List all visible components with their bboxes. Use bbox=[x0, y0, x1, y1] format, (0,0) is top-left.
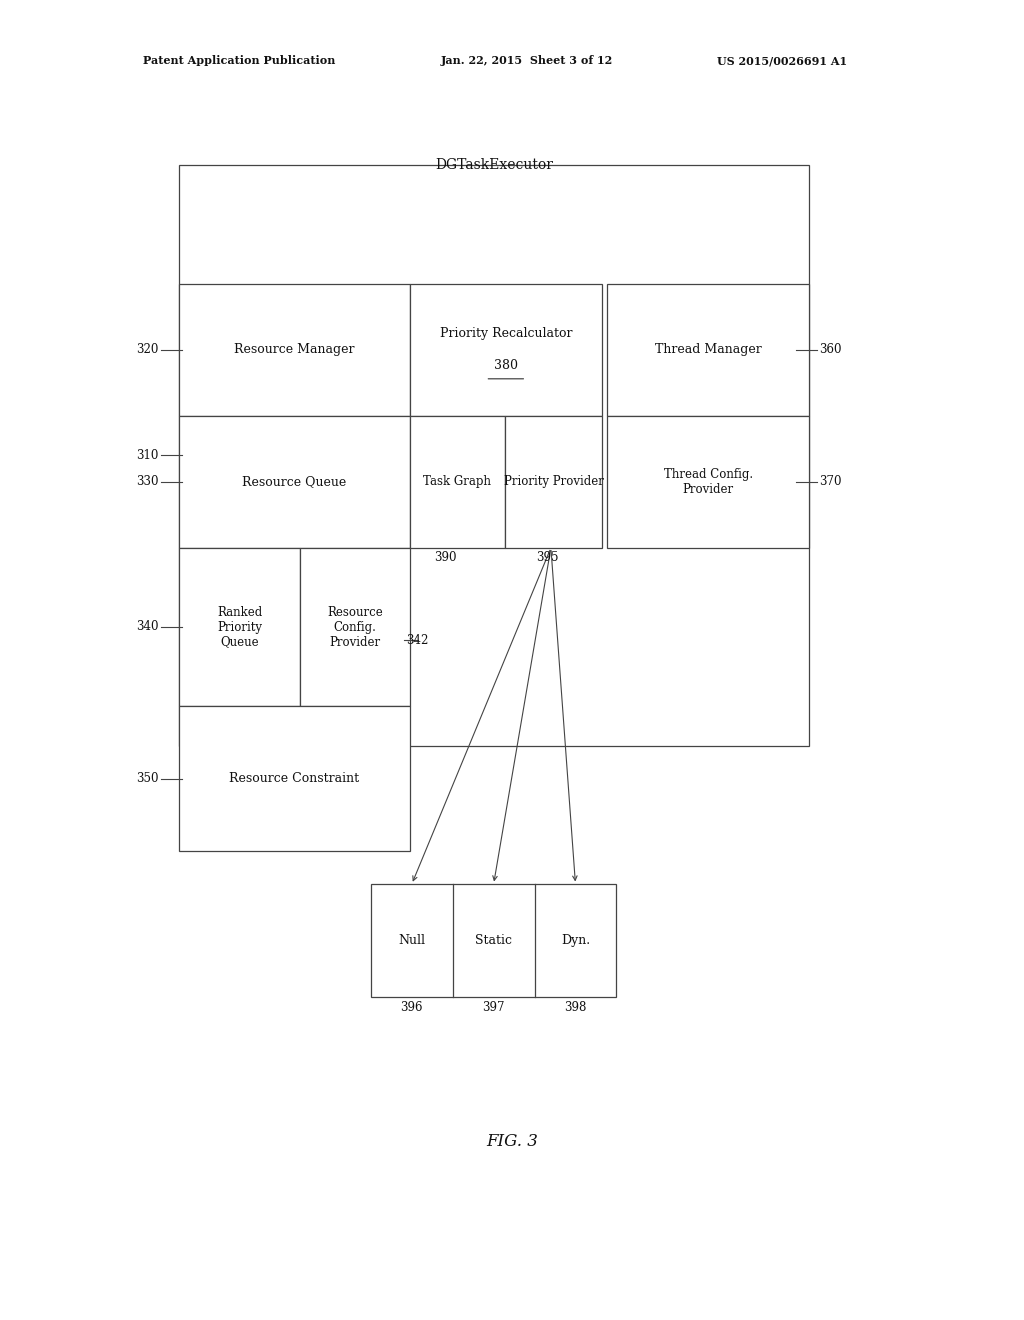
Text: Resource
Config.
Provider: Resource Config. Provider bbox=[327, 606, 383, 648]
Text: 342: 342 bbox=[407, 634, 429, 647]
Bar bbox=[300, 548, 410, 706]
Text: Dyn.: Dyn. bbox=[561, 935, 590, 946]
Bar bbox=[505, 416, 602, 548]
Text: 360: 360 bbox=[819, 343, 842, 356]
Bar bbox=[410, 284, 602, 416]
Bar bbox=[179, 416, 410, 548]
Text: Patent Application Publication: Patent Application Publication bbox=[143, 55, 336, 66]
Text: Resource Manager: Resource Manager bbox=[234, 343, 354, 356]
Text: FIG. 3: FIG. 3 bbox=[486, 1134, 538, 1150]
Text: Resource Queue: Resource Queue bbox=[243, 475, 346, 488]
Text: Jan. 22, 2015  Sheet 3 of 12: Jan. 22, 2015 Sheet 3 of 12 bbox=[440, 55, 612, 66]
Bar bbox=[607, 416, 809, 548]
Text: DGTaskExecutor: DGTaskExecutor bbox=[435, 158, 553, 172]
Text: 397: 397 bbox=[482, 1001, 505, 1014]
Text: Ranked
Priority
Queue: Ranked Priority Queue bbox=[217, 606, 262, 648]
Bar bbox=[607, 284, 809, 416]
Bar bbox=[179, 548, 300, 706]
Text: 340: 340 bbox=[136, 620, 159, 634]
Bar bbox=[179, 284, 410, 416]
Text: 330: 330 bbox=[136, 475, 159, 488]
Text: Task Graph: Task Graph bbox=[423, 475, 492, 488]
Text: 380: 380 bbox=[494, 359, 518, 372]
Text: 390: 390 bbox=[434, 550, 457, 564]
Text: 395: 395 bbox=[537, 550, 559, 564]
Bar bbox=[371, 884, 616, 997]
Text: 310: 310 bbox=[136, 449, 159, 462]
Bar bbox=[410, 416, 505, 548]
Text: US 2015/0026691 A1: US 2015/0026691 A1 bbox=[717, 55, 847, 66]
Text: Priority Provider: Priority Provider bbox=[504, 475, 603, 488]
Text: 350: 350 bbox=[136, 772, 159, 785]
Text: Null: Null bbox=[398, 935, 425, 946]
Text: Thread Manager: Thread Manager bbox=[654, 343, 762, 356]
Bar bbox=[179, 165, 809, 746]
Text: 398: 398 bbox=[564, 1001, 587, 1014]
Text: Thread Config.
Provider: Thread Config. Provider bbox=[664, 467, 753, 496]
Text: Resource Constraint: Resource Constraint bbox=[229, 772, 359, 785]
Text: Static: Static bbox=[475, 935, 512, 946]
Text: 396: 396 bbox=[400, 1001, 423, 1014]
Text: 370: 370 bbox=[819, 475, 842, 488]
Text: 320: 320 bbox=[136, 343, 159, 356]
Bar bbox=[179, 706, 410, 851]
Text: Priority Recalculator: Priority Recalculator bbox=[439, 327, 572, 341]
